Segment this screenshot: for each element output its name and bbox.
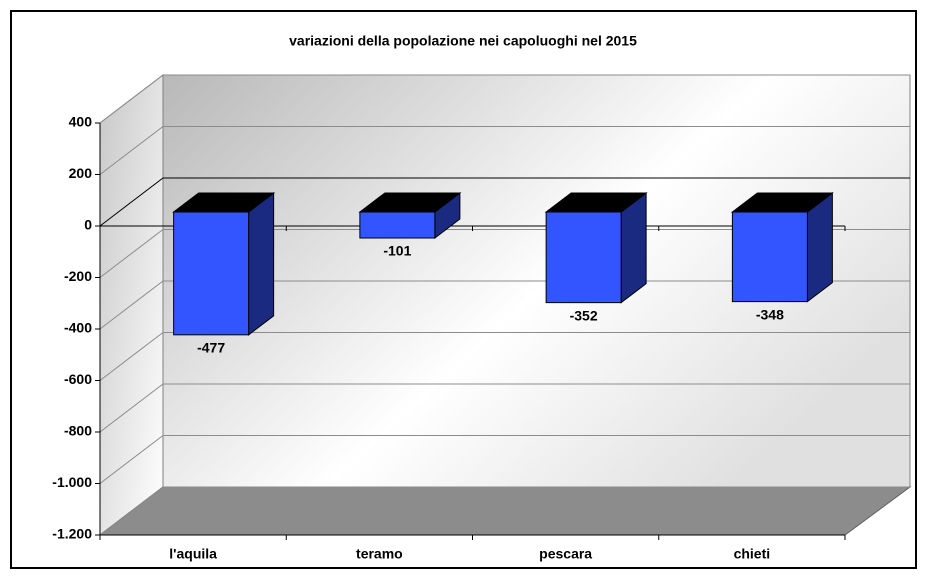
grid-line: [99, 229, 910, 278]
bar: [359, 211, 436, 239]
x-tick-label: pescara: [539, 546, 592, 562]
y-tick-label: -600: [64, 371, 92, 387]
data-label: -352: [570, 307, 598, 323]
data-label: -101: [383, 243, 411, 259]
y-tick-label: -400: [64, 320, 92, 336]
grid-line: [99, 177, 910, 227]
chart-title: variazioni della popolazione nei capoluo…: [289, 33, 637, 49]
y-tick-label: -1.200: [52, 526, 92, 542]
y-tick-label: -800: [64, 423, 92, 439]
y-tick-label: -1.000: [52, 474, 92, 490]
y-tick-label: -200: [64, 268, 92, 284]
y-tick-label: 200: [69, 165, 93, 181]
bar-side: [248, 191, 275, 336]
grid-line: [99, 383, 910, 433]
data-label: -348: [756, 306, 784, 322]
x-tick-label: chieti: [734, 546, 771, 562]
grid-line: [99, 280, 910, 330]
bar: [173, 211, 250, 336]
grid-line: [99, 332, 910, 381]
floor: [98, 486, 912, 536]
x-tick-label: l'aquila: [169, 546, 217, 562]
grid-line: [99, 486, 910, 536]
grid-line: [99, 126, 910, 175]
data-label: -477: [197, 340, 225, 356]
y-tick-label: 0: [84, 217, 92, 233]
grid-line: [99, 74, 910, 124]
y-tick-label: 400: [69, 114, 93, 130]
x-tick-label: teramo: [356, 546, 403, 562]
grid-line: [99, 435, 910, 484]
bar: [545, 211, 622, 304]
bar: [731, 211, 808, 303]
